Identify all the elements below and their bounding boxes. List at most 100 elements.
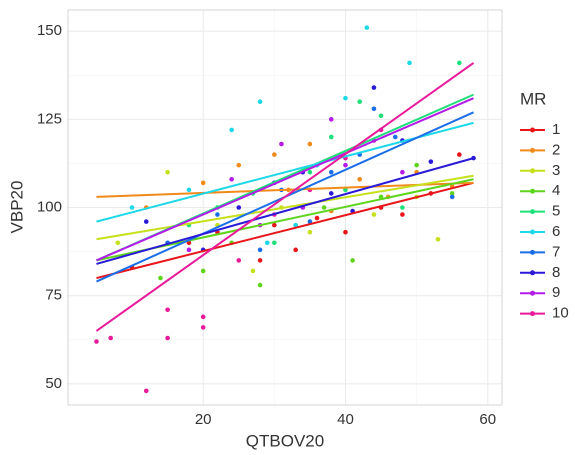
point <box>343 187 348 193</box>
point <box>143 388 149 394</box>
point <box>257 247 263 253</box>
point <box>371 106 377 112</box>
point <box>250 268 256 274</box>
legend-dot <box>530 188 535 194</box>
point <box>328 191 334 196</box>
point <box>414 162 419 168</box>
point <box>307 229 313 235</box>
point <box>200 314 206 320</box>
point <box>343 162 348 168</box>
point <box>293 247 298 253</box>
point <box>200 325 206 330</box>
y-tick-label: 75 <box>45 287 62 304</box>
x-tick-label: 20 <box>195 411 212 428</box>
legend-dot <box>530 290 535 296</box>
point <box>257 258 263 263</box>
point <box>229 176 234 182</box>
point <box>343 95 348 101</box>
point <box>165 335 170 341</box>
point <box>457 152 462 157</box>
legend-dot <box>530 249 535 255</box>
point <box>186 247 192 253</box>
point <box>328 134 334 140</box>
point <box>257 282 263 288</box>
point <box>272 240 277 246</box>
point <box>371 85 377 90</box>
point <box>328 169 334 175</box>
point <box>314 215 320 221</box>
point <box>457 60 462 66</box>
legend-label: 5 <box>552 203 560 220</box>
legend-label: 6 <box>552 223 560 240</box>
fit-line <box>96 97 474 262</box>
point <box>307 141 313 147</box>
legend-dot <box>530 147 535 153</box>
legend-label: 1 <box>552 121 560 138</box>
legend-dot <box>530 229 535 235</box>
legend-dot <box>530 270 535 276</box>
point <box>357 99 363 104</box>
fit-line <box>96 181 474 198</box>
legend-label: 2 <box>552 141 560 158</box>
point <box>449 191 455 196</box>
y-tick-label: 125 <box>37 110 62 127</box>
point <box>108 335 113 341</box>
point <box>392 134 398 140</box>
point <box>364 25 370 30</box>
y-tick-label: 50 <box>45 375 62 392</box>
panel-border <box>67 9 503 406</box>
point <box>165 307 170 313</box>
legend-dot <box>530 168 535 174</box>
fit-line <box>96 174 474 241</box>
fit-line <box>96 157 474 265</box>
point <box>186 187 192 193</box>
point <box>200 268 206 274</box>
fit-line <box>96 121 474 223</box>
point <box>94 339 99 344</box>
point <box>158 275 163 281</box>
point <box>400 205 405 210</box>
point <box>257 99 263 104</box>
point <box>435 236 441 242</box>
point <box>293 222 298 228</box>
point <box>236 162 242 168</box>
x-tick-label: 60 <box>479 411 496 428</box>
point <box>143 219 149 224</box>
point <box>328 117 334 122</box>
point <box>279 141 284 147</box>
legend-dot <box>530 311 535 317</box>
point <box>236 258 242 263</box>
point <box>264 240 270 246</box>
point <box>307 219 313 224</box>
y-axis-title: VBP20 <box>7 181 26 234</box>
point <box>357 176 363 182</box>
point <box>272 152 277 157</box>
y-tick-label: 150 <box>37 22 62 39</box>
point <box>400 169 405 175</box>
legend-label: 7 <box>552 243 560 260</box>
point <box>236 205 242 210</box>
point <box>307 169 313 175</box>
point <box>400 212 405 217</box>
legend-label: 9 <box>552 284 560 301</box>
point <box>407 60 412 66</box>
point <box>200 180 206 186</box>
fit-line <box>96 181 474 280</box>
legend-label: 4 <box>552 182 560 199</box>
fit-line <box>95 62 475 332</box>
point <box>129 205 135 210</box>
legend-dot <box>530 209 535 215</box>
point <box>165 169 170 175</box>
point <box>428 159 434 164</box>
x-axis-title: QTBOV20 <box>246 431 324 450</box>
point <box>272 222 277 228</box>
legend-label: 8 <box>552 264 560 281</box>
point <box>449 194 455 200</box>
y-tick-label: 100 <box>37 198 62 215</box>
x-tick-label: 40 <box>337 411 354 428</box>
legend-dot <box>530 127 535 133</box>
point <box>371 212 377 217</box>
point <box>378 113 384 119</box>
point <box>229 127 234 133</box>
